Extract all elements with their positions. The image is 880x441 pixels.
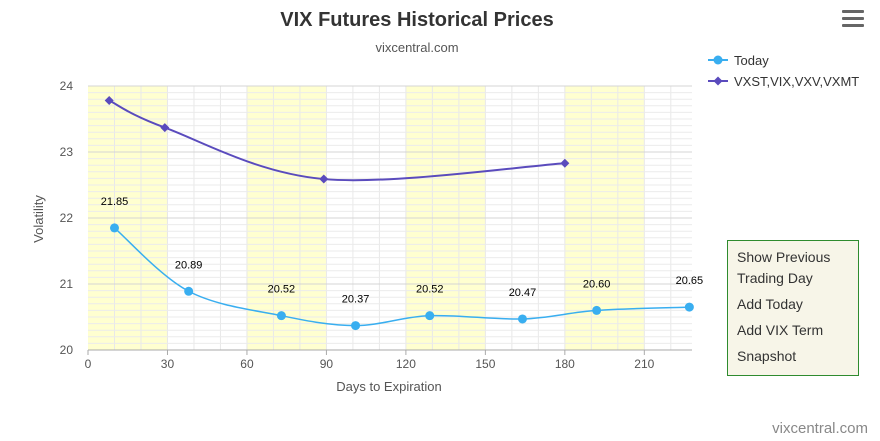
series-0-point[interactable] xyxy=(276,311,286,321)
data-label: 20.52 xyxy=(416,284,444,296)
series-1-point[interactable] xyxy=(560,158,570,168)
credit-link[interactable]: vixcentral.com xyxy=(772,420,868,437)
series-0-point[interactable] xyxy=(684,302,694,312)
x-tick-label: 120 xyxy=(396,357,416,371)
series-0-point[interactable] xyxy=(592,305,602,315)
y-tick-label: 20 xyxy=(60,343,74,357)
series-1-point[interactable] xyxy=(319,174,329,184)
y-tick-label: 24 xyxy=(60,79,74,93)
y-tick-label: 22 xyxy=(60,211,74,225)
legend-marker[interactable] xyxy=(713,55,723,65)
chart-subtitle: vixcentral.com xyxy=(375,40,458,55)
series-0-point[interactable] xyxy=(351,321,361,331)
legend[interactable]: Today VXST,VIX,VXV,VXMT xyxy=(708,53,859,89)
hamburger-menu-icon[interactable] xyxy=(842,10,864,30)
x-tick-label: 90 xyxy=(320,357,334,371)
legend-item-1[interactable]: VXST,VIX,VXV,VXMT xyxy=(708,74,859,89)
data-label: 21.85 xyxy=(101,196,129,208)
x-tick-label: 210 xyxy=(634,357,654,371)
series-line-0[interactable] xyxy=(114,227,690,327)
x-tick-label: 60 xyxy=(240,357,254,371)
add-today-button[interactable]: Add Today xyxy=(737,296,803,312)
series-layer xyxy=(104,96,694,331)
legend-label: VXST,VIX,VXV,VXMT xyxy=(734,74,859,89)
series-line-1[interactable] xyxy=(108,99,565,182)
x-tick-label: 180 xyxy=(555,357,575,371)
snapshot-button[interactable]: Snapshot xyxy=(737,348,797,364)
chart-title: VIX Futures Historical Prices xyxy=(280,9,553,31)
x-tick-label: 150 xyxy=(475,357,495,371)
data-label: 20.65 xyxy=(676,275,704,287)
data-label: 20.47 xyxy=(509,287,537,299)
legend-marker[interactable] xyxy=(713,76,723,86)
options-panel: Show Previous Trading Day Add Today Add … xyxy=(727,240,859,376)
series-0-point[interactable] xyxy=(109,223,119,233)
series-0-point[interactable] xyxy=(425,311,435,321)
add-vix-term-button[interactable]: Add VIX Term xyxy=(737,322,824,338)
data-label: 20.89 xyxy=(175,259,203,271)
x-axis-title: Days to Expiration xyxy=(336,379,442,394)
y-axis-title: Volatility xyxy=(31,195,46,243)
y-tick-label: 21 xyxy=(60,277,74,291)
y-tick-label: 23 xyxy=(60,145,74,159)
legend-item-0[interactable]: Today xyxy=(708,53,769,68)
series-0-point[interactable] xyxy=(517,314,527,324)
show-previous-trading-day-button[interactable]: Show Previous Trading Day xyxy=(737,249,831,286)
data-label: 20.60 xyxy=(583,278,611,290)
data-label: 20.37 xyxy=(342,294,370,306)
series-1-point[interactable] xyxy=(160,123,170,133)
x-tick-label: 30 xyxy=(161,357,175,371)
data-label: 20.52 xyxy=(268,284,296,296)
series-0-point[interactable] xyxy=(184,286,194,296)
x-tick-label: 0 xyxy=(85,357,92,371)
legend-label: Today xyxy=(734,53,769,68)
data-labels: 21.85 20.89 20.52 20.37 20.52 20.47 20.60 20.65 xyxy=(101,196,703,306)
series-1-point[interactable] xyxy=(104,96,114,106)
axes: 0 30 60 90 120 150 180 210 20 21 22 23 24 xyxy=(60,79,692,371)
